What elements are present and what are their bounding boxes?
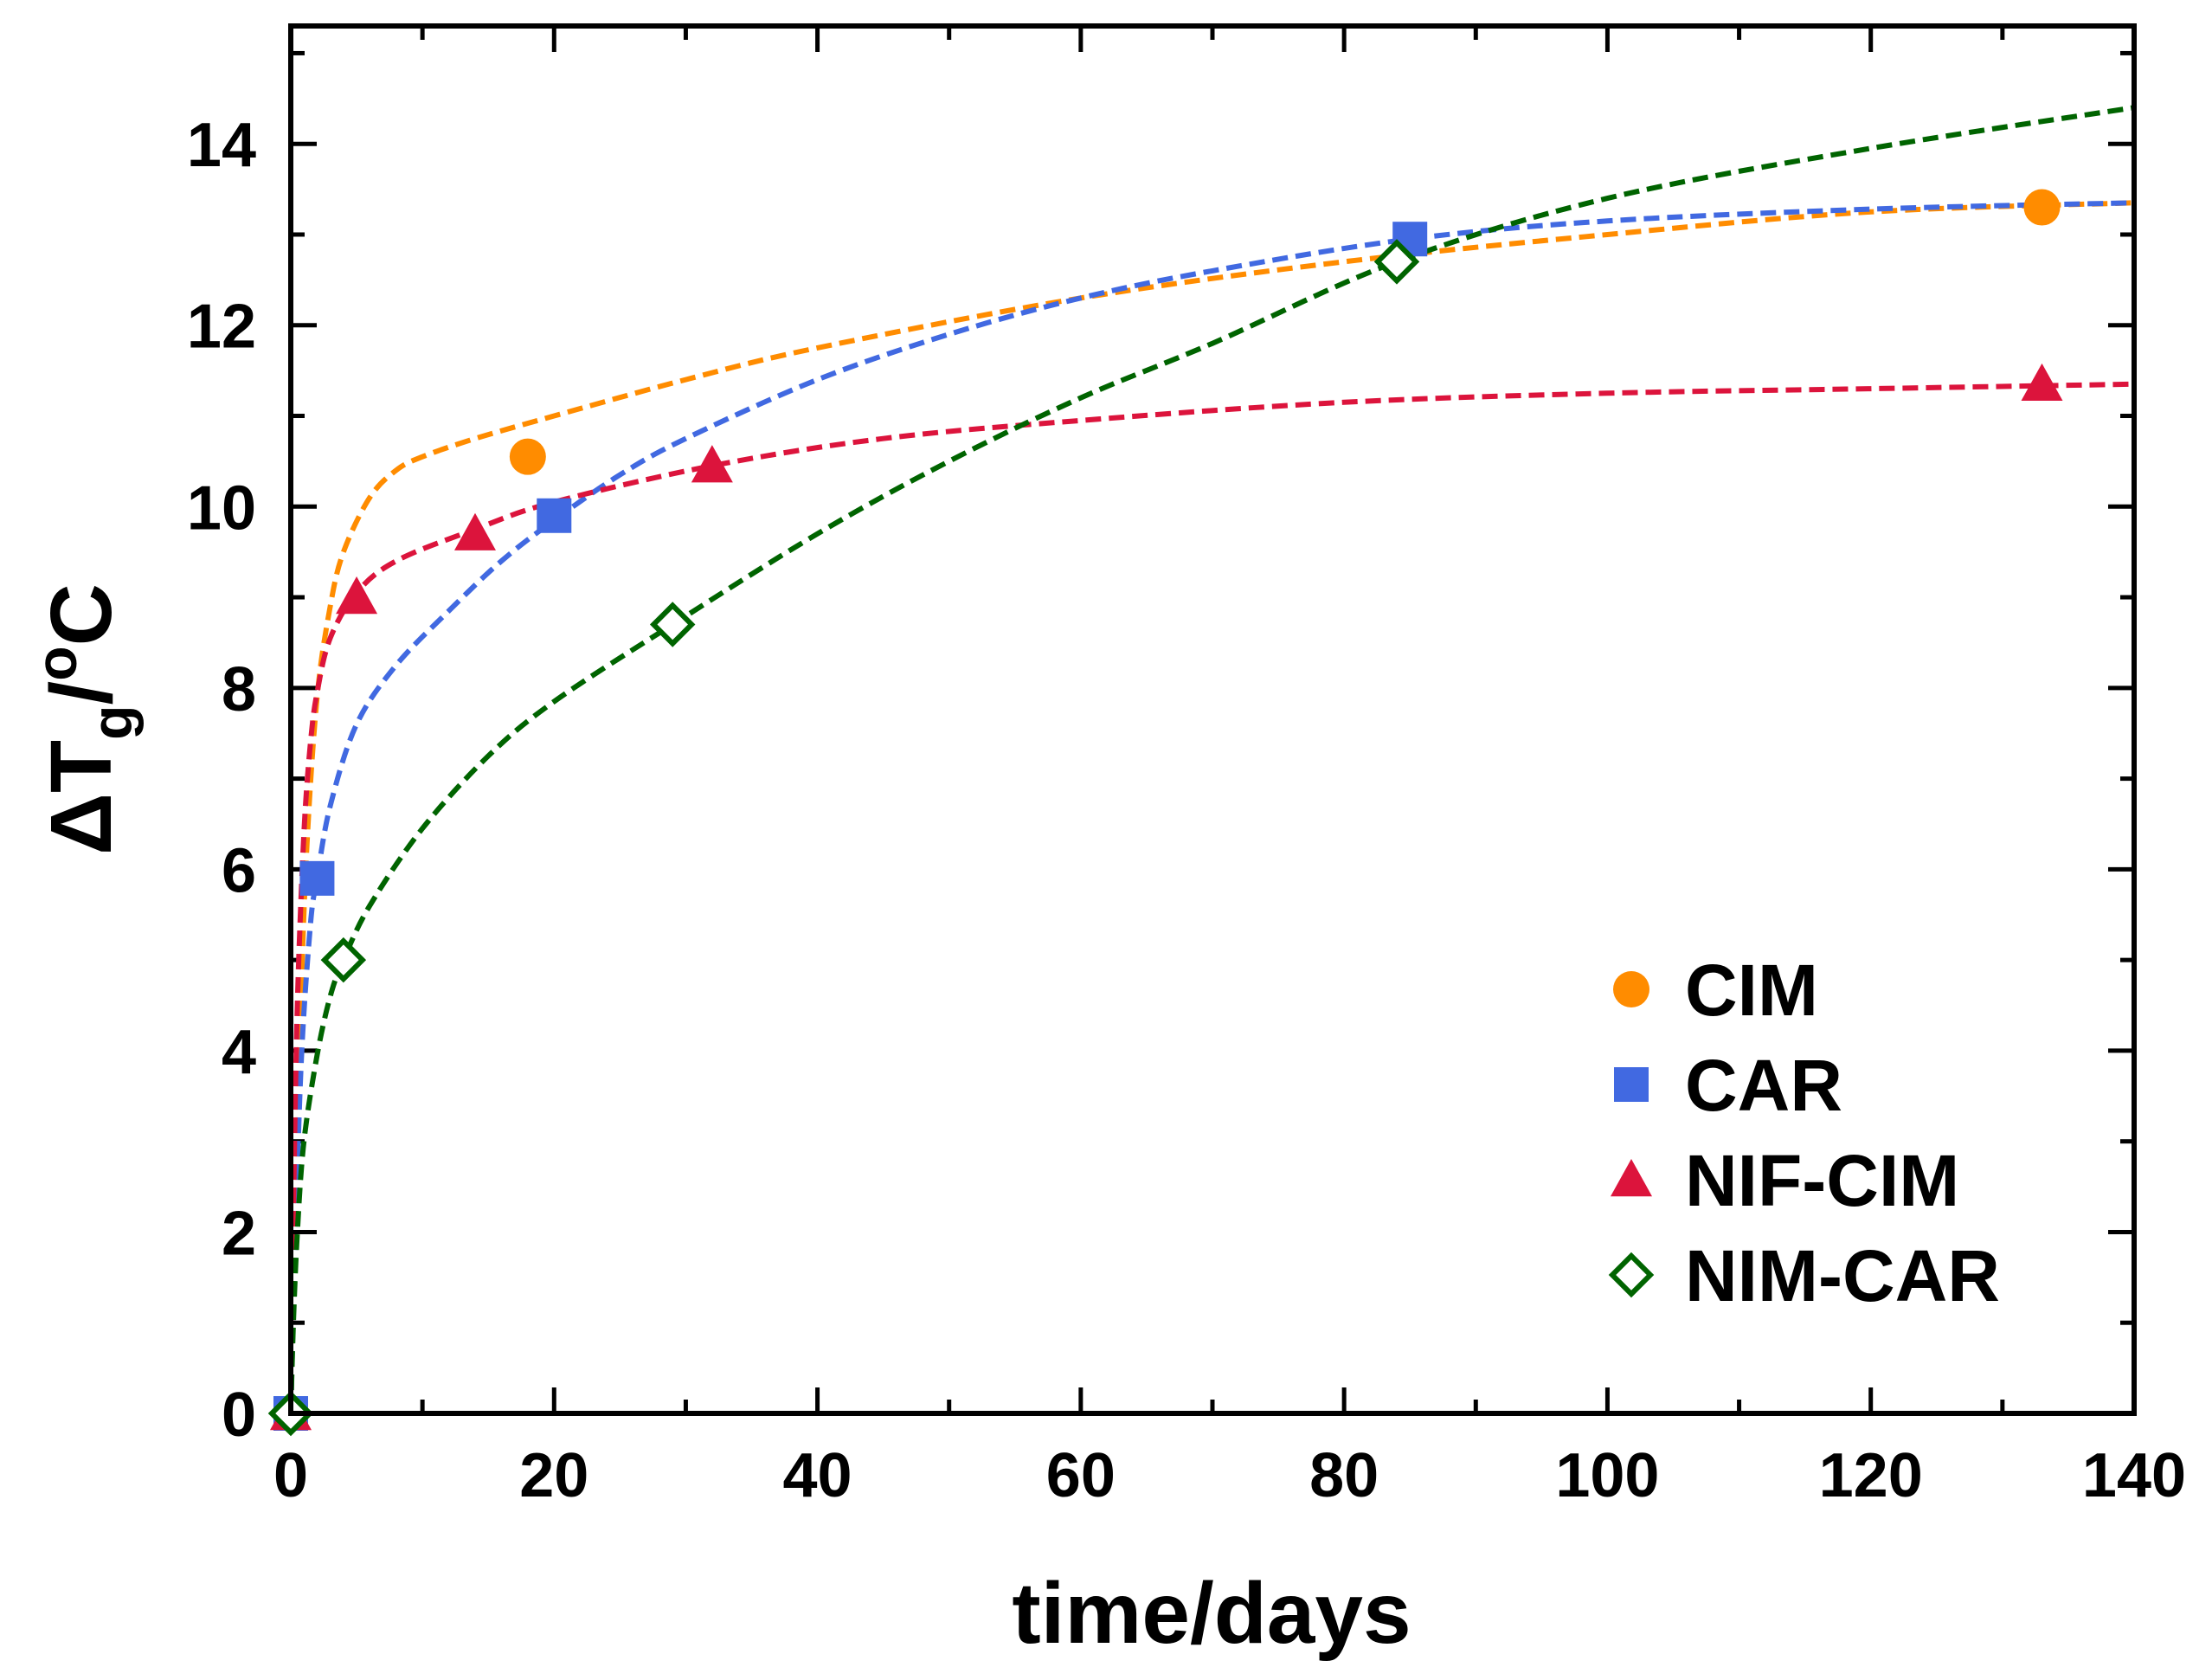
y-tick-label: 10 [187, 473, 256, 543]
y-tick-label: 12 [187, 293, 256, 362]
data-point-nim-car [1373, 239, 1420, 285]
data-point-car [537, 498, 572, 533]
x-tick-label: 0 [273, 1441, 308, 1510]
x-tick-label: 140 [2082, 1441, 2186, 1510]
legend-marker-nim-car [1608, 1252, 1655, 1298]
y-axis-delta: Δ [33, 793, 130, 855]
y-axis-subscript: g [80, 705, 144, 740]
fit-curve-car [288, 200, 2135, 1414]
y-tick-label: 6 [222, 836, 256, 905]
data-point-nif-cim [691, 445, 733, 483]
data-point-car [299, 860, 335, 896]
y-axis-degree: o [24, 646, 88, 680]
y-axis-sep: / [33, 681, 130, 705]
y-tick-label: 8 [222, 655, 256, 724]
legend-label-nif-cim: NIF-CIM [1685, 1140, 1959, 1221]
x-tick-labels: 0 20 40 60 80 100 120 140 [273, 1441, 2186, 1510]
data-point-nif-cim [454, 512, 496, 550]
y-axis-unit: C [33, 583, 130, 646]
y-tick-label: 0 [222, 1381, 256, 1450]
y-axis-title: ΔTg/oC [24, 583, 144, 855]
x-tick-label: 80 [1309, 1441, 1379, 1510]
x-tick-label: 60 [1046, 1441, 1116, 1510]
data-point-nim-car [320, 937, 367, 983]
data-point-nim-car [649, 602, 696, 647]
x-tick-label: 100 [1555, 1441, 1659, 1510]
data-point-nif-cim [336, 576, 378, 615]
legend: CIM CAR NIF-CIM NIM-CAR [1608, 949, 2000, 1316]
fit-curve-nif-cim [288, 381, 2135, 1414]
y-tick-labels: 0 2 4 6 8 10 12 14 [187, 111, 256, 1450]
legend-label-cim: CIM [1685, 949, 1818, 1031]
y-tick-label: 2 [222, 1199, 256, 1268]
data-point-cim [2023, 189, 2061, 226]
x-tick-label: 20 [519, 1441, 588, 1510]
legend-label-nim-car: NIM-CAR [1685, 1235, 2000, 1316]
legend-label-car: CAR [1685, 1045, 1842, 1126]
data-point-cim [509, 438, 546, 475]
fit-curve-cim [288, 200, 2135, 1414]
y-tick-label: 14 [187, 111, 256, 180]
y-tick-label: 4 [222, 1018, 256, 1087]
plot-frame [288, 23, 2137, 1416]
data-point-nif-cim [2021, 363, 2063, 402]
legend-marker-car [1614, 1067, 1649, 1102]
x-tick-label: 40 [783, 1441, 852, 1510]
legend-marker-nif-cim [1611, 1159, 1652, 1197]
x-tick-label: 120 [1819, 1441, 1923, 1510]
data-markers [267, 189, 2063, 1437]
legend-marker-cim [1613, 971, 1649, 1007]
y-axis-symbol: T [33, 740, 130, 793]
x-axis-title: time/days [1012, 1565, 1411, 1662]
